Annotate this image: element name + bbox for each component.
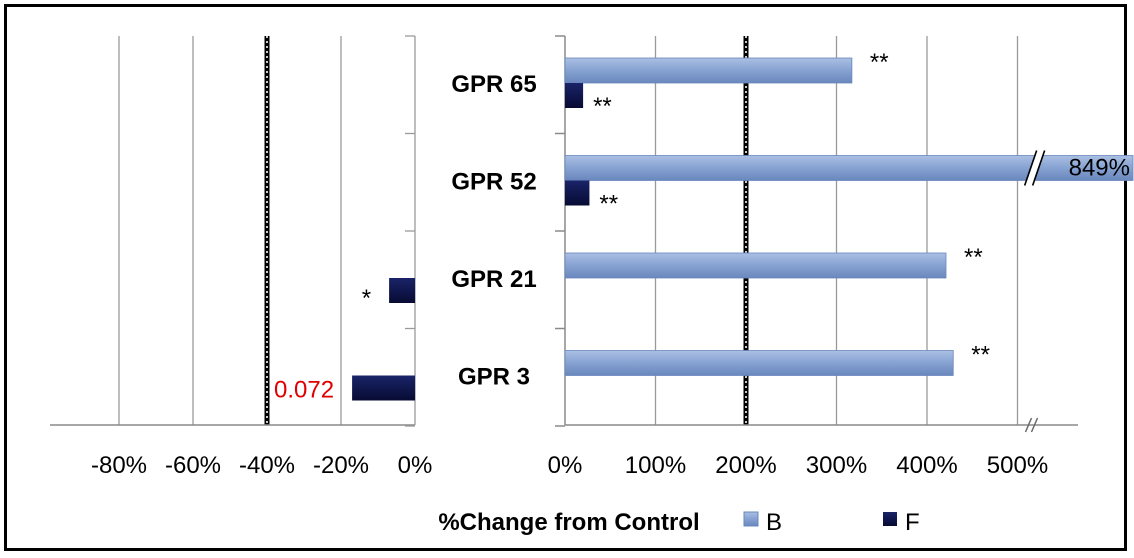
chart-frame — [4, 4, 1127, 551]
bars — [352, 57, 1134, 401]
bar-break-mark — [1023, 150, 1038, 186]
axis-break-mark — [1024, 417, 1033, 433]
significance-f: ** — [593, 93, 612, 120]
right-tick-label: 0% — [548, 452, 583, 479]
bar-f — [389, 278, 415, 303]
bar-break-gap — [1025, 149, 1044, 187]
left-tick-label: -40% — [239, 452, 295, 479]
axes: -80% -60% -40% -20% 0% 0% 100% 200% 300% 400% 500% — [50, 35, 1078, 479]
legend: B F — [743, 509, 920, 536]
left-tick-label: -60% — [165, 452, 221, 479]
category-label: GPR 3 — [458, 364, 530, 391]
significance-b: ** — [870, 49, 889, 76]
bar-b — [564, 350, 954, 376]
left-tick-label: -80% — [91, 452, 147, 479]
bar-f — [565, 180, 590, 206]
axis-break-mark — [1030, 417, 1039, 433]
category-label: GPR 65 — [451, 71, 536, 98]
right-tick-label: 100% — [625, 452, 686, 479]
significance-b: ** — [971, 342, 990, 369]
significance-f: * — [362, 285, 371, 312]
category-label: GPR 52 — [451, 169, 536, 196]
significance-b: ** — [964, 244, 983, 271]
bar-b — [564, 155, 1134, 181]
bar-f — [352, 375, 415, 401]
bar-break-mark — [1031, 150, 1046, 186]
right-tick-label: 300% — [806, 452, 867, 479]
bar-b — [564, 252, 947, 279]
category-label: GPR 21 — [451, 266, 536, 293]
legend-swatch-b — [743, 511, 759, 527]
x-axis-label: %Change from Control — [438, 509, 699, 536]
significance-f: ** — [599, 191, 618, 218]
right-tick-label: 400% — [896, 452, 957, 479]
left-tick-label: 0% — [398, 452, 433, 479]
right-tick-label: 500% — [987, 452, 1048, 479]
bar-b — [564, 57, 853, 84]
legend-label-f: F — [905, 509, 920, 536]
legend-label-b: B — [766, 509, 782, 536]
left-tick-label: -20% — [313, 452, 369, 479]
legend-swatch-f — [883, 512, 897, 526]
right-tick-label: 200% — [715, 452, 776, 479]
bar-value-label: 849% — [1069, 155, 1130, 182]
p-value-annotation: 0.072 — [274, 377, 334, 404]
bar-f — [565, 83, 584, 108]
